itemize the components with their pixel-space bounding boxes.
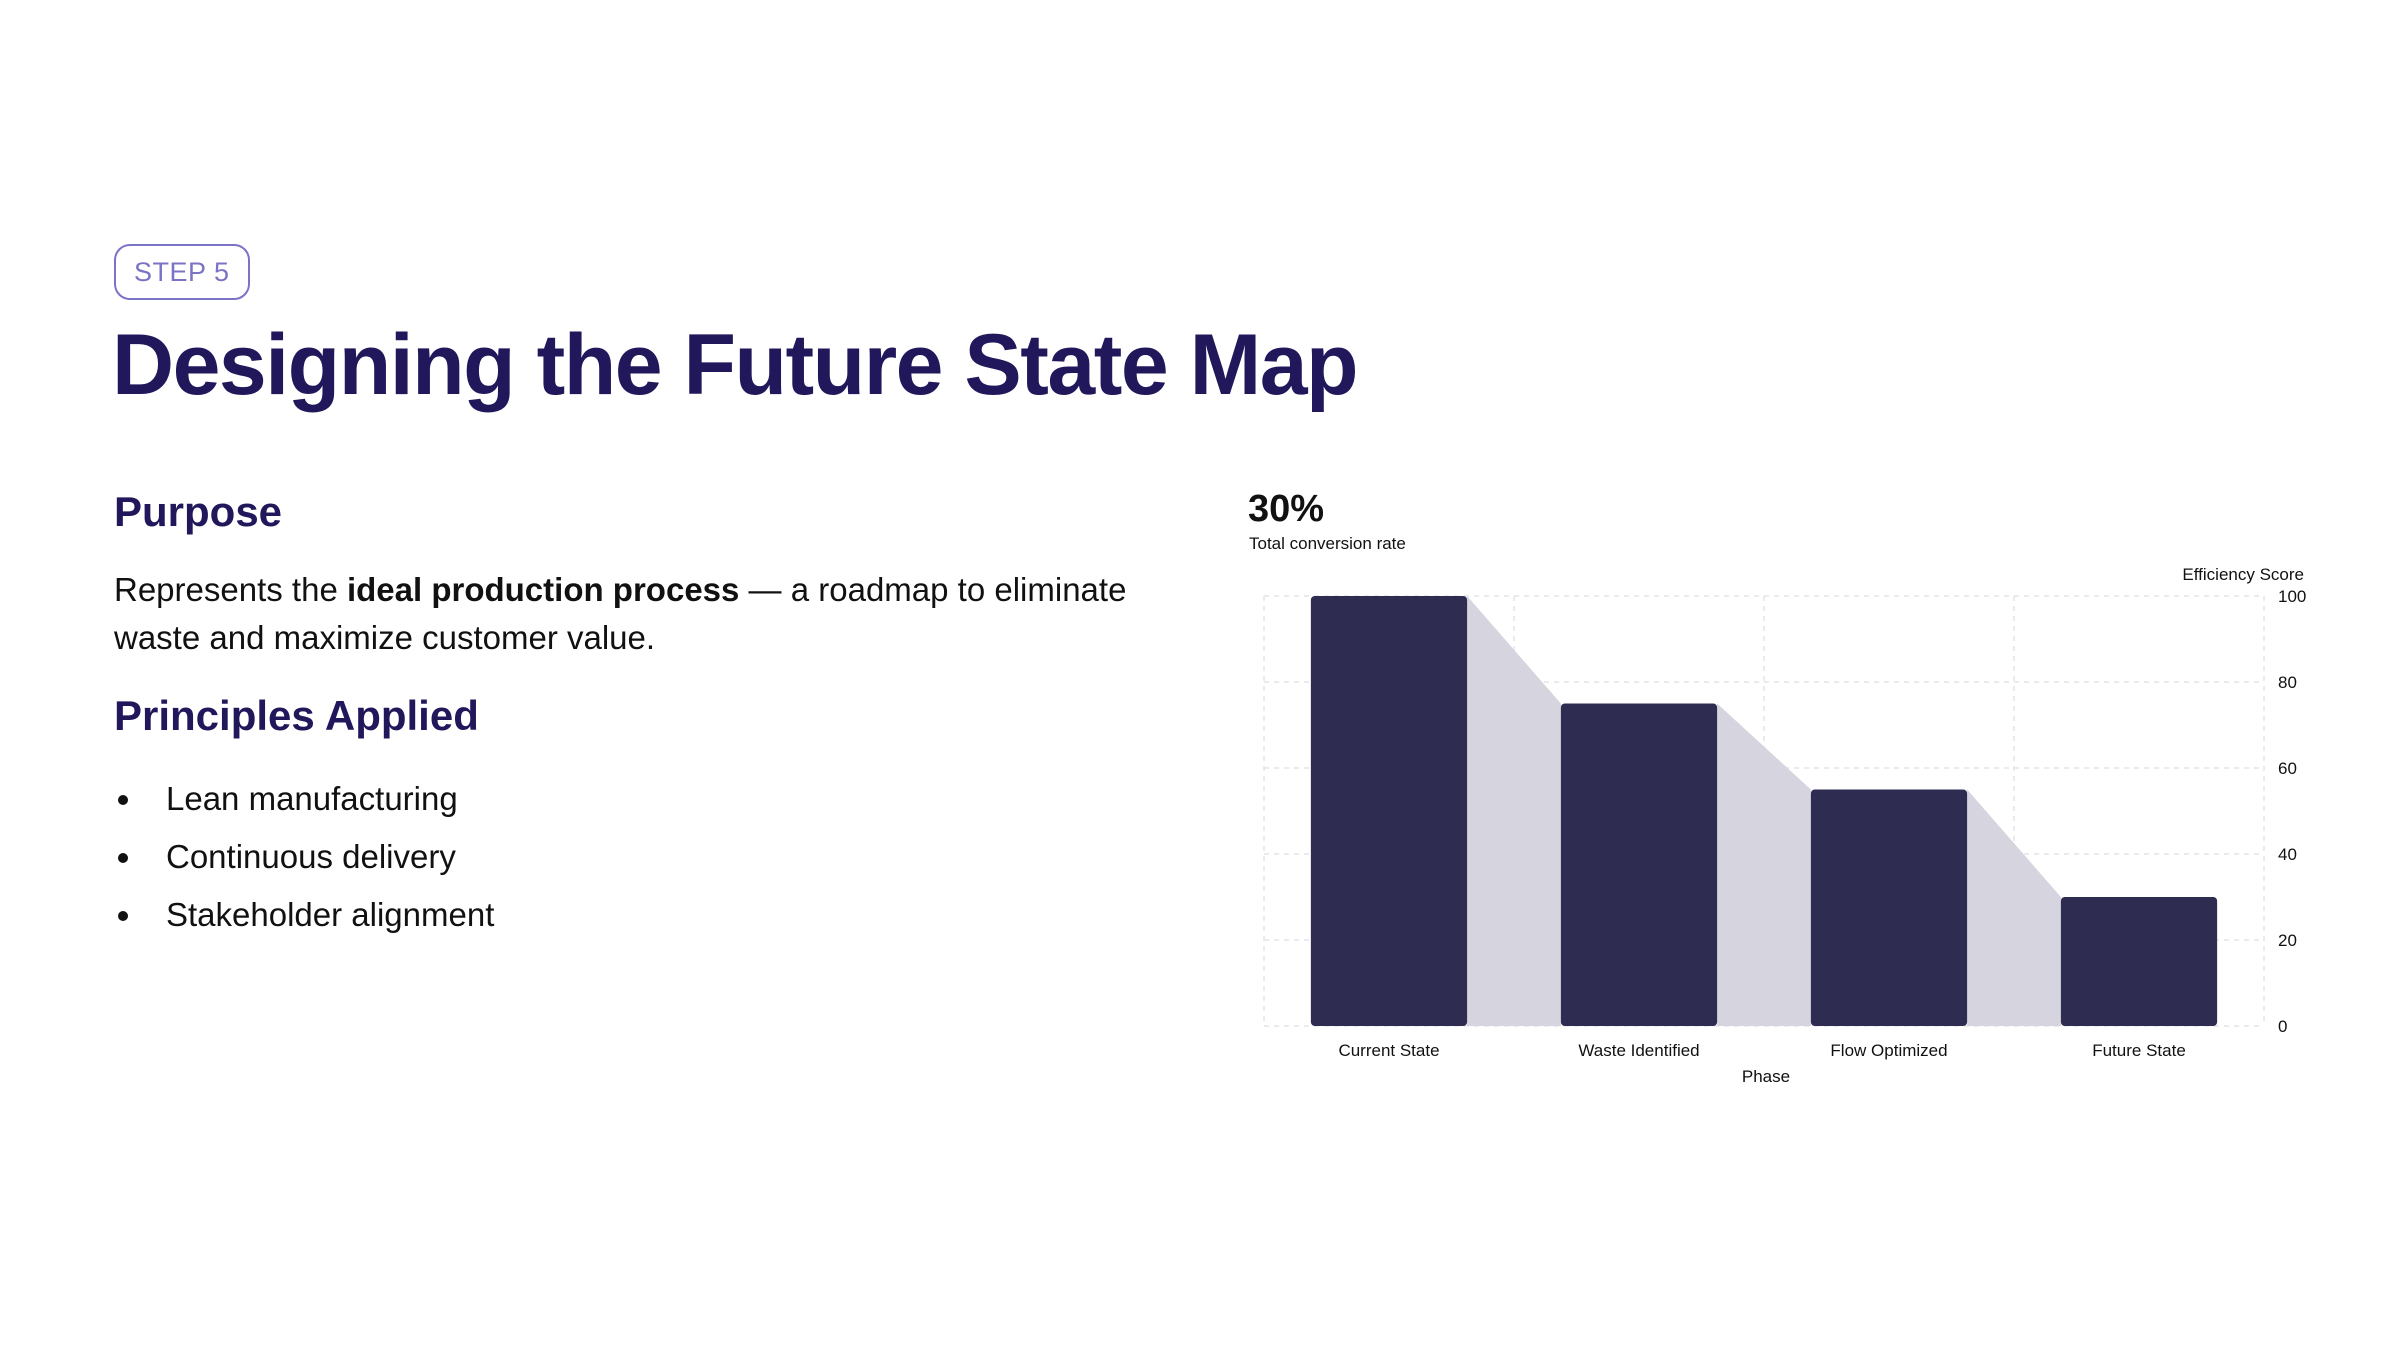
x-tick-label: Waste Identified xyxy=(1578,1041,1699,1060)
x-tick-label: Flow Optimized xyxy=(1830,1041,1947,1060)
purpose-text-after: — a roadmap to eliminate waste and maxim… xyxy=(114,571,1127,656)
page-title: Designing the Future State Map xyxy=(112,317,1359,413)
kpi-value: 30% xyxy=(1248,488,1325,530)
principle-item: Lean manufacturing xyxy=(114,770,494,828)
bar-future-state xyxy=(2060,897,2218,1026)
principles-list: Lean manufacturing Continuous delivery S… xyxy=(114,770,494,944)
bullet-icon xyxy=(118,853,128,863)
x-tick-label: Current State xyxy=(1338,1041,1439,1060)
principles-heading: Principles Applied xyxy=(114,692,479,739)
purpose-text-bold: ideal production process xyxy=(346,571,740,608)
kpi-label: Total conversion rate xyxy=(1249,534,1406,553)
bar-waste-identified xyxy=(1560,703,1718,1026)
bullet-icon xyxy=(118,911,128,921)
chart-connectors xyxy=(1467,596,2061,1026)
funnel-connector xyxy=(1717,703,1811,1026)
purpose-text: Represents the ideal production process … xyxy=(114,566,1184,662)
step-badge: STEP 5 xyxy=(114,244,250,300)
y-tick-label: 40 xyxy=(2278,845,2297,864)
y-tick-label: 100 xyxy=(2278,587,2306,606)
step-label: STEP 5 xyxy=(134,256,230,287)
principle-item: Continuous delivery xyxy=(114,828,494,886)
funnel-connector xyxy=(1967,789,2061,1026)
principle-label: Stakeholder alignment xyxy=(166,896,495,933)
purpose-text-before: Represents the xyxy=(114,571,347,608)
y-tick-label: 20 xyxy=(2278,931,2297,950)
bar-flow-optimized xyxy=(1810,789,1968,1026)
principle-label: Continuous delivery xyxy=(166,838,456,875)
efficiency-bar-chart: 0 20 40 60 80 100 Current State Waste Identifi… xyxy=(1263,565,2306,1086)
y-axis-ticks: 0 20 40 60 80 100 xyxy=(2278,587,2306,1036)
y-axis-title: Efficiency Score xyxy=(2182,565,2304,584)
chart-bars xyxy=(1310,596,2218,1026)
x-axis-title: Phase xyxy=(1742,1067,1790,1086)
x-tick-label: Future State xyxy=(2092,1041,2186,1060)
funnel-connector xyxy=(1467,596,1561,1026)
y-tick-label: 60 xyxy=(2278,759,2297,778)
x-axis-ticks: Current State Waste Identified Flow Optimi… xyxy=(1338,1041,2185,1060)
y-tick-label: 80 xyxy=(2278,673,2297,692)
purpose-heading: Purpose xyxy=(114,488,283,535)
principle-item: Stakeholder alignment xyxy=(114,886,494,944)
y-tick-label: 0 xyxy=(2278,1017,2287,1036)
bar-current-state xyxy=(1310,596,1468,1026)
bullet-icon xyxy=(118,795,128,805)
principle-label: Lean manufacturing xyxy=(166,780,458,817)
